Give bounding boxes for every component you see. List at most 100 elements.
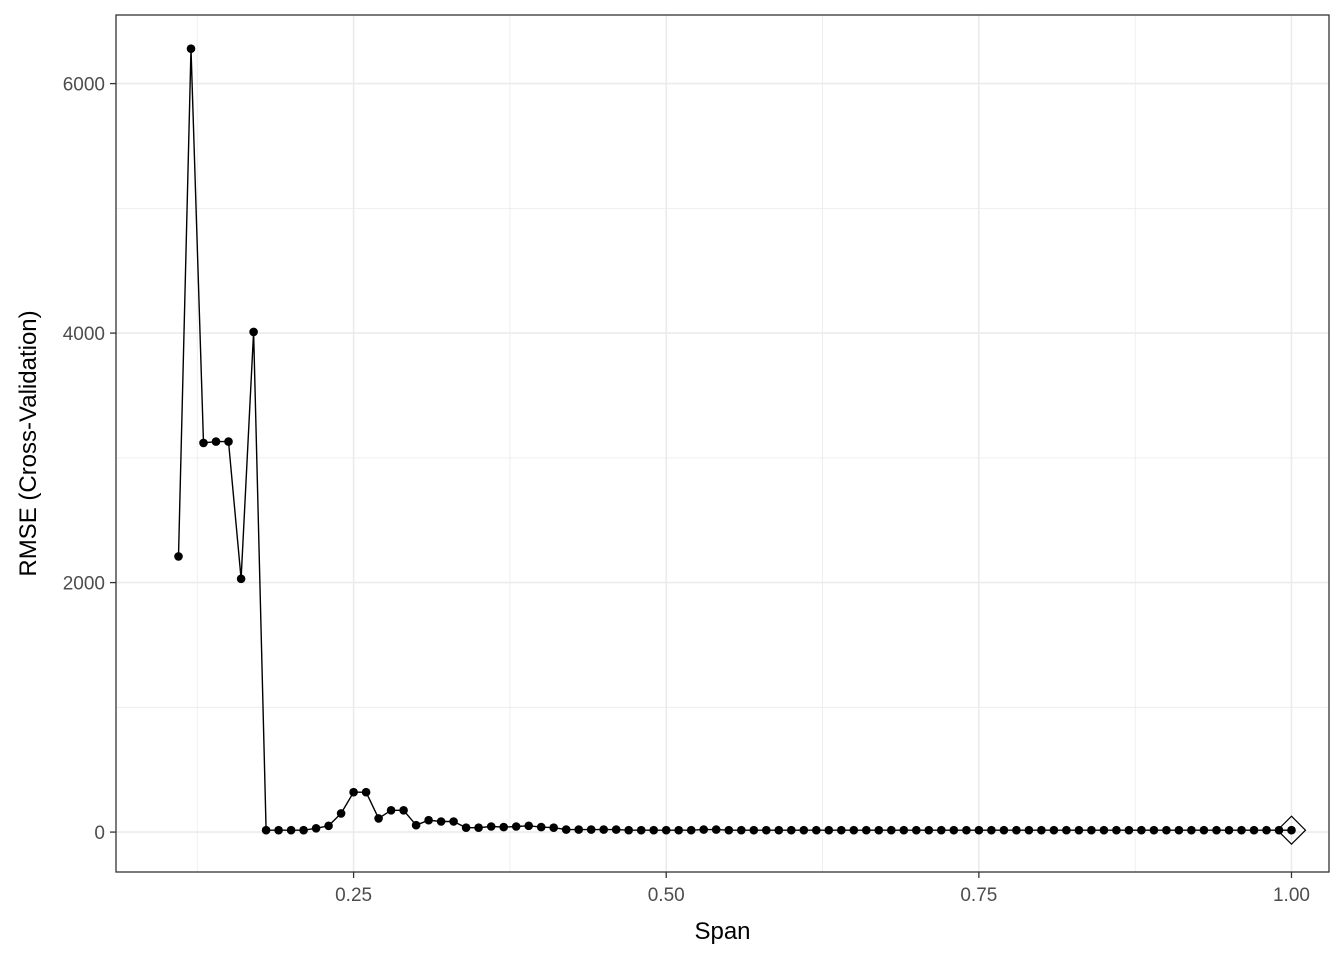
data-point [799,825,809,835]
y-tick-label: 0 [94,823,105,844]
data-point [1174,825,1184,835]
data-point [824,825,834,835]
data-point [636,825,646,835]
data-point [1237,825,1246,835]
data-point [1162,825,1171,835]
panel-border [115,14,1330,873]
data-point [299,825,308,835]
data-point [1112,825,1121,835]
data-point [1087,825,1096,835]
data-point [787,825,796,835]
data-point [224,437,233,446]
data-point [274,825,283,835]
data-point [1212,825,1221,835]
grid [116,15,1329,872]
data-point [549,823,558,832]
data-point [1199,825,1209,835]
data-point [524,821,533,831]
data-point [336,809,346,818]
data-point [999,825,1009,835]
data-point [561,825,571,834]
data-point [174,552,183,561]
data-point [1099,825,1109,835]
x-tick-label: 1.00 [1273,885,1310,906]
data-point [1149,825,1159,835]
y-axis-title: RMSE (Cross-Validation) [15,310,42,576]
data-point [1037,825,1046,835]
y-tick-label: 6000 [63,75,105,96]
x-tick-label: 0.75 [960,885,997,906]
data-point [1062,825,1071,835]
data-point [962,825,971,835]
data-point [461,823,471,832]
data-point [286,825,296,835]
data-point [236,574,246,584]
data-point [937,825,946,835]
data-point [1074,825,1084,835]
data-point [837,825,846,835]
data-point [511,822,521,831]
data-point [1249,825,1259,835]
data-point [849,825,859,835]
data-point [674,825,683,835]
data-point [186,44,196,53]
data-point [1124,825,1134,835]
data-point [574,825,583,834]
data-point [499,822,509,832]
data-point [249,327,258,337]
data-point [924,825,934,835]
data-point [649,825,658,835]
data-point [987,825,996,835]
selected-point-diamond-marker [1276,815,1307,846]
data-point [211,437,221,446]
data-point [1049,825,1059,835]
data-point [1187,825,1196,835]
data-point [624,825,633,835]
data-point [486,822,496,831]
data-point [586,825,596,834]
data-point [449,817,458,826]
data-point [711,825,721,834]
data-point [661,825,671,835]
data-point [1274,825,1284,835]
x-tick-label: 0.25 [335,885,372,906]
data-point [399,806,408,815]
data-point [411,820,421,830]
data-point [1012,825,1021,835]
data-point [1287,825,1296,835]
data-point [1137,825,1146,835]
data-point [812,825,821,835]
data-point [424,815,433,825]
data-point [1262,825,1271,835]
data-point [599,825,608,834]
data-point [699,825,708,834]
data-point [774,825,784,835]
data-point [611,825,621,834]
data-point [686,825,696,835]
data-point [324,821,333,831]
data-point [436,817,446,826]
data-point [311,824,321,833]
data-point [724,825,734,835]
axes: 0.25 0.50 0.75 1.00 0 2000 4000 6000 [63,75,1310,906]
data-point [474,823,483,832]
y-tick-label: 4000 [63,324,105,345]
data-point [862,825,871,835]
data-point [361,787,371,797]
data-point [737,825,746,835]
data-point [386,806,396,815]
data-point [762,825,771,835]
data-point [349,787,358,797]
data-point [974,825,984,835]
y-tick-label: 2000 [63,574,105,595]
data-point [374,814,383,823]
data-point [899,825,909,835]
data-point [749,825,759,835]
data-point [199,438,208,448]
data-point [912,825,921,835]
data-point [874,825,884,835]
x-axis-title: Span [694,918,750,945]
data-point [1024,825,1034,835]
